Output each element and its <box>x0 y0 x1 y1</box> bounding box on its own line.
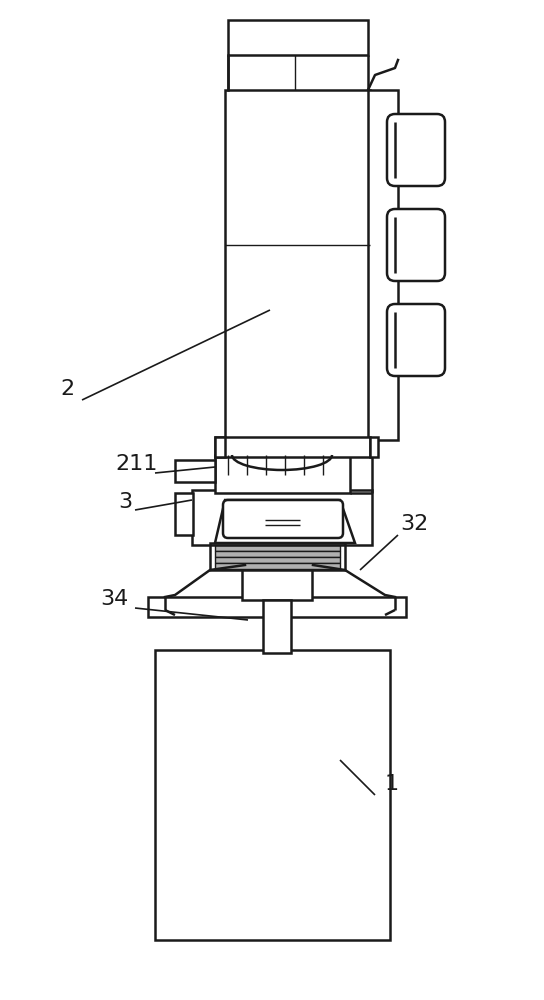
FancyBboxPatch shape <box>387 304 445 376</box>
Bar <box>175 460 215 482</box>
Bar <box>210 543 345 570</box>
Bar <box>370 437 378 457</box>
Text: 3: 3 <box>118 492 132 512</box>
Bar <box>215 545 340 551</box>
Bar <box>155 650 390 940</box>
Bar <box>215 557 340 563</box>
Text: 1: 1 <box>385 774 399 794</box>
Bar <box>148 597 406 617</box>
Bar <box>215 455 350 493</box>
Bar <box>263 600 291 653</box>
FancyBboxPatch shape <box>223 500 343 538</box>
Bar <box>215 563 340 569</box>
Text: 211: 211 <box>115 454 157 474</box>
FancyBboxPatch shape <box>387 209 445 281</box>
Bar <box>225 90 370 440</box>
FancyBboxPatch shape <box>387 114 445 186</box>
Bar <box>215 437 370 457</box>
Bar <box>215 551 340 557</box>
Bar <box>368 90 398 440</box>
Bar <box>192 490 372 545</box>
Bar <box>175 493 193 535</box>
Text: 32: 32 <box>400 514 428 534</box>
Text: 2: 2 <box>60 379 74 399</box>
Polygon shape <box>215 500 355 543</box>
Bar <box>228 20 368 55</box>
Bar <box>242 565 312 600</box>
Bar <box>215 437 225 457</box>
Text: 34: 34 <box>100 589 128 609</box>
